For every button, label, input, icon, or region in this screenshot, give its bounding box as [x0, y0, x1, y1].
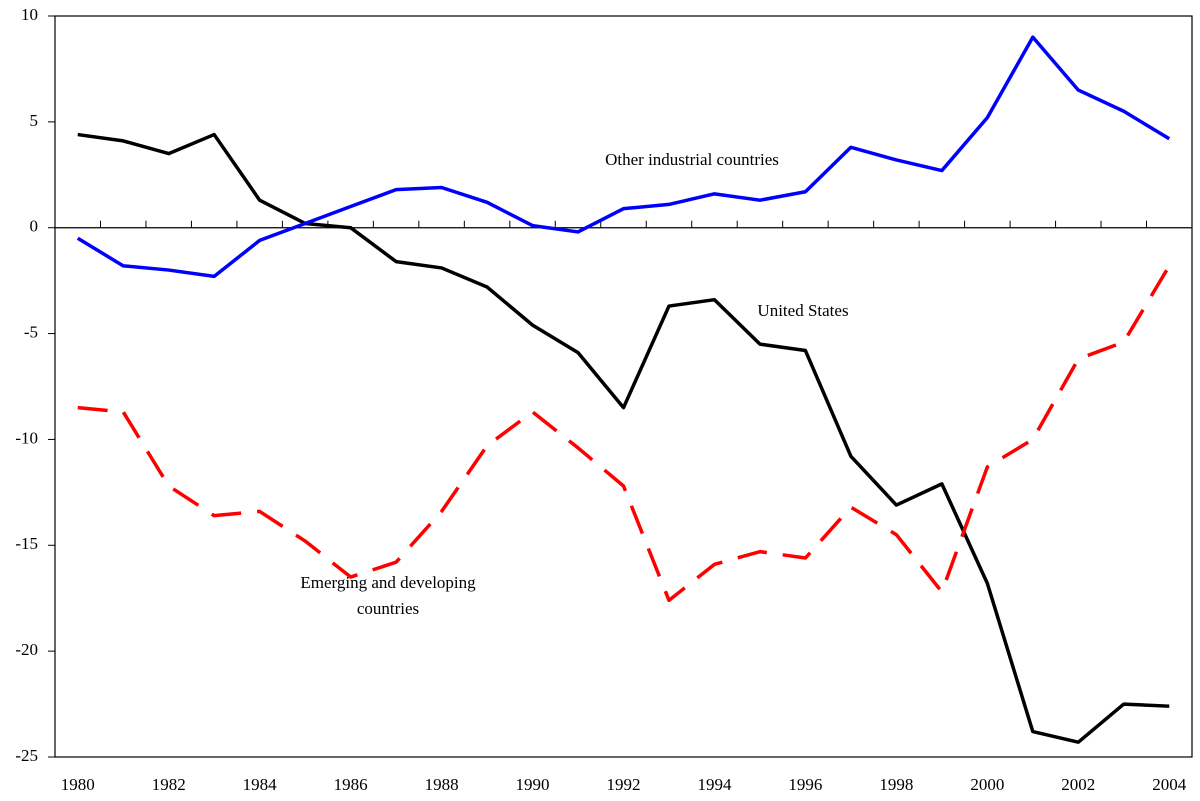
- x-tick-label: 1992: [607, 775, 641, 794]
- y-tick-label: 10: [21, 5, 38, 24]
- plot-frame: [54, 15, 1193, 758]
- y-tick-label: -15: [15, 534, 38, 553]
- x-tick-label: 1980: [61, 775, 95, 794]
- series-label: United States: [757, 301, 849, 320]
- series-label: Emerging and developing countries: [300, 573, 476, 618]
- y-tick-label: -20: [15, 640, 38, 659]
- y-tick-label: 0: [30, 217, 39, 236]
- x-tick-label: 2000: [970, 775, 1004, 794]
- x-tick-label: 2004: [1152, 775, 1187, 794]
- y-tick-label: -25: [15, 746, 38, 765]
- y-tick-label: 5: [30, 111, 39, 130]
- x-tick-label: 1984: [243, 775, 278, 794]
- x-tick-label: 2002: [1061, 775, 1095, 794]
- series-label: Other industrial countries: [605, 150, 779, 169]
- x-tick-label: 1986: [334, 775, 368, 794]
- x-tick-label: 1990: [516, 775, 550, 794]
- x-tick-label: 1982: [152, 775, 186, 794]
- y-tick-label: -5: [24, 322, 38, 341]
- y-tick-label: -10: [15, 428, 38, 447]
- x-tick-label: 1988: [425, 775, 459, 794]
- x-tick-label: 1998: [879, 775, 913, 794]
- series-line: [76, 35, 1171, 279]
- series-line: [77, 132, 1170, 744]
- x-tick-label: 1996: [788, 775, 822, 794]
- x-tick-label: 1994: [697, 775, 732, 794]
- series-line: [77, 264, 1171, 603]
